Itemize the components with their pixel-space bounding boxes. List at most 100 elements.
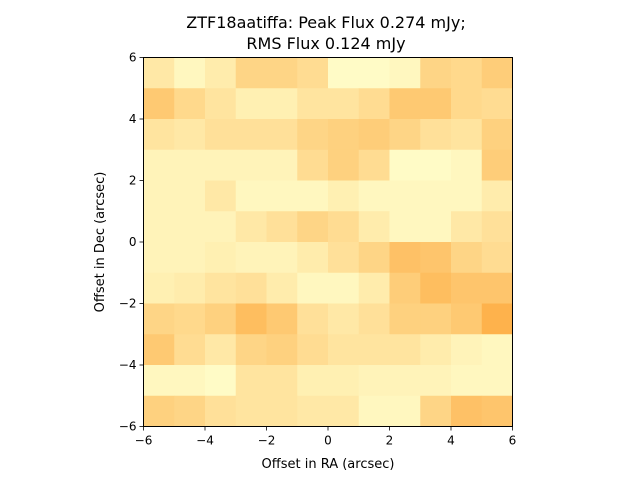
y-tick-label: −4 xyxy=(119,358,137,372)
heatmap-cell xyxy=(389,395,421,427)
x-axis-ticks: −6 −4 −2 0 2 4 6 xyxy=(135,426,517,448)
heatmap-cell xyxy=(205,334,237,366)
heatmap-cell xyxy=(358,180,390,212)
heatmap-cell xyxy=(389,365,421,397)
heatmap-cell xyxy=(235,211,267,243)
heatmap-cell xyxy=(358,242,390,274)
x-tick-label: 6 xyxy=(509,434,517,448)
y-tick-label: −6 xyxy=(119,420,137,434)
heatmap-cell xyxy=(266,242,298,274)
heatmap-cell xyxy=(358,272,390,304)
heatmap-cell xyxy=(481,365,513,397)
heatmap-cell xyxy=(235,365,267,397)
heatmap-cell xyxy=(420,149,452,181)
heatmap-cell xyxy=(420,88,452,120)
heatmap-cell xyxy=(297,88,329,120)
heatmap-cell xyxy=(328,57,360,89)
heatmap-cell xyxy=(143,88,175,120)
heatmap-cell xyxy=(358,395,390,427)
heatmap-cell xyxy=(266,365,298,397)
heatmap-cell xyxy=(266,334,298,366)
chart-title-line-2: RMS Flux 0.124 mJy xyxy=(246,34,405,53)
heatmap-cell xyxy=(205,303,237,335)
heatmap-cell xyxy=(328,149,360,181)
x-tick-label: 4 xyxy=(447,434,455,448)
heatmap-cell xyxy=(389,272,421,304)
heatmap-cell xyxy=(235,272,267,304)
heatmap-cell xyxy=(481,334,513,366)
heatmap-cell xyxy=(389,242,421,274)
heatmap-cell xyxy=(205,180,237,212)
heatmap-cell xyxy=(266,303,298,335)
heatmap-cell xyxy=(358,211,390,243)
heatmap-cell xyxy=(297,272,329,304)
y-tick-label: 4 xyxy=(129,112,137,126)
heatmap-cell xyxy=(358,334,390,366)
y-axis-label: Offset in Dec (arcsec) xyxy=(93,172,108,313)
heatmap-cell xyxy=(420,119,452,151)
heatmap-cell xyxy=(451,119,483,151)
heatmap-cell xyxy=(205,119,237,151)
heatmap-cell xyxy=(481,149,513,181)
heatmap-cells xyxy=(143,57,513,427)
heatmap-cell xyxy=(451,272,483,304)
heatmap-cell xyxy=(235,119,267,151)
heatmap-cell xyxy=(235,395,267,427)
heatmap-cell xyxy=(481,242,513,274)
heatmap-cell xyxy=(143,180,175,212)
heatmap-cell xyxy=(451,180,483,212)
heatmap-cell xyxy=(143,395,175,427)
heatmap-cell xyxy=(143,242,175,274)
heatmap-cell xyxy=(143,119,175,151)
heatmap-cell xyxy=(297,149,329,181)
heatmap-cell xyxy=(451,57,483,89)
heatmap-cell xyxy=(451,211,483,243)
heatmap-cell xyxy=(143,211,175,243)
heatmap-cell xyxy=(481,211,513,243)
heatmap-cell xyxy=(143,303,175,335)
heatmap-cell xyxy=(174,395,206,427)
heatmap-cell xyxy=(451,395,483,427)
heatmap-cell xyxy=(328,211,360,243)
heatmap-cell xyxy=(481,395,513,427)
heatmap-cell xyxy=(297,334,329,366)
heatmap-cell xyxy=(205,365,237,397)
heatmap-cell xyxy=(205,149,237,181)
heatmap-cell xyxy=(420,242,452,274)
heatmap-cell xyxy=(358,57,390,89)
heatmap-cell xyxy=(389,119,421,151)
heatmap-cell xyxy=(297,242,329,274)
chart-title-line-1: ZTF18aatiffa: Peak Flux 0.274 mJy; xyxy=(186,13,465,32)
heatmap-cell xyxy=(205,211,237,243)
heatmap-cell xyxy=(420,272,452,304)
heatmap-cell xyxy=(266,272,298,304)
heatmap-cell xyxy=(297,365,329,397)
y-tick-label: 6 xyxy=(129,51,137,65)
heatmap-cell xyxy=(235,180,267,212)
heatmap-cell xyxy=(174,303,206,335)
heatmap-cell xyxy=(235,334,267,366)
heatmap-cell xyxy=(420,303,452,335)
heatmap-cell xyxy=(358,149,390,181)
heatmap-cell xyxy=(174,365,206,397)
heatmap-cell xyxy=(297,395,329,427)
heatmap-cell xyxy=(389,303,421,335)
x-tick-label: −2 xyxy=(258,434,276,448)
heatmap-cell xyxy=(481,119,513,151)
heatmap-cell xyxy=(420,180,452,212)
heatmap-cell xyxy=(358,119,390,151)
heatmap-cell xyxy=(174,88,206,120)
heatmap-cell xyxy=(205,395,237,427)
y-tick-label: 0 xyxy=(129,235,137,249)
heatmap-cell xyxy=(235,149,267,181)
heatmap-cell xyxy=(297,211,329,243)
heatmap-cell xyxy=(420,365,452,397)
heatmap-cell xyxy=(266,211,298,243)
heatmap-cell xyxy=(451,303,483,335)
heatmap-cell xyxy=(389,334,421,366)
heatmap-cell xyxy=(420,334,452,366)
heatmap-cell xyxy=(235,57,267,89)
heatmap-cell xyxy=(266,395,298,427)
heatmap-cell xyxy=(297,57,329,89)
